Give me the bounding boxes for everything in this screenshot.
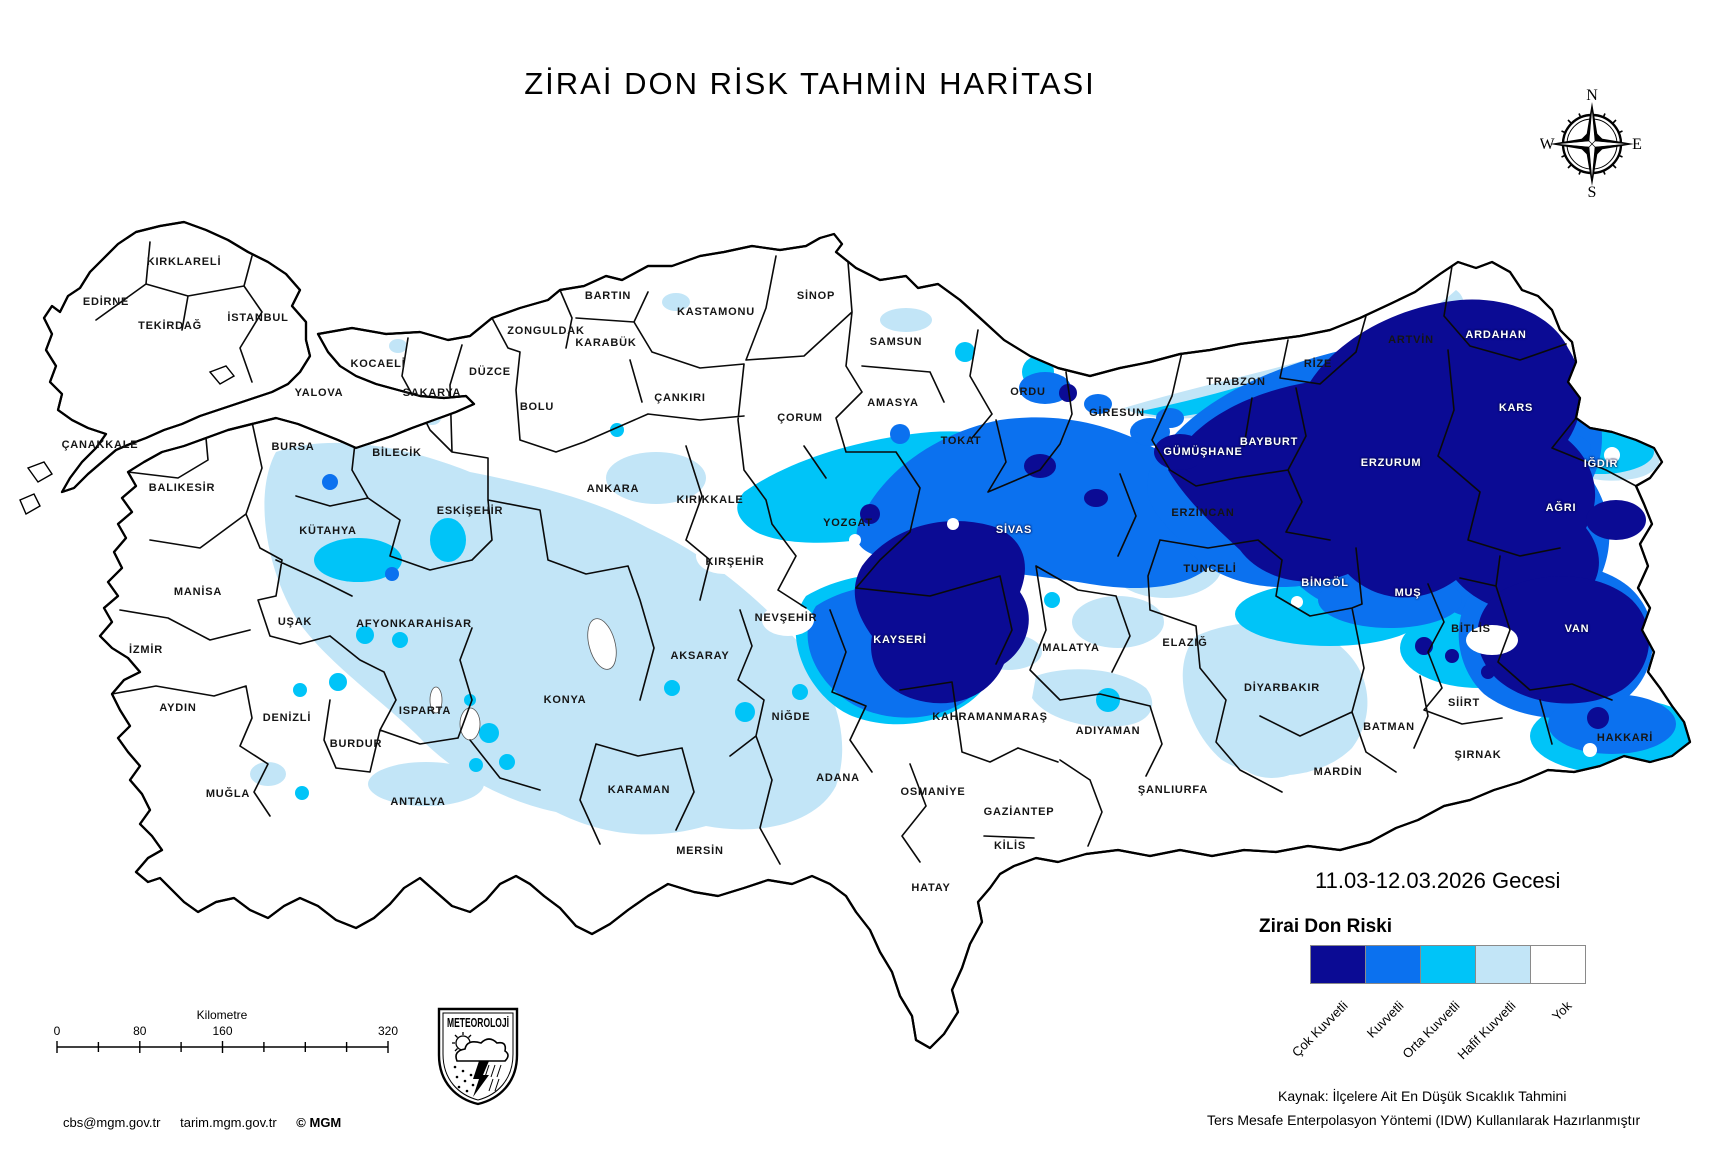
legend-labels: Çok Kuvvetli Kuvvetli Orta Kuvvetli Hafif K… [1289,998,1610,1078]
scalebar-unit-label: Kilometre [196,1008,248,1022]
compass-north-label: N [1586,87,1598,104]
legend-class-label: Yok [1548,998,1575,1024]
footer-email: cbs@mgm.gov.tr [63,1115,161,1130]
legend-title: Zirai Don Riski [1259,916,1393,937]
lake-van [1466,625,1518,655]
compass-west-label: W [1540,136,1555,153]
legend-swatch [1310,945,1366,984]
scalebar-tick-label: 160 [212,1024,233,1038]
footer: cbs@mgm.gov.tr tarim.mgm.gov.tr © MGM [63,1115,341,1130]
compass-south-label: S [1588,184,1597,198]
island [19,493,41,515]
legend-class-label: Orta Kuvvetli [1399,998,1463,1062]
coastline [42,220,1692,1050]
island [208,365,236,385]
footer-copyright: © MGM [296,1115,342,1130]
legend-swatches [1310,945,1586,984]
scalebar-tick-label: 80 [133,1024,147,1038]
legend-class-label: Kuvvetli [1363,998,1407,1041]
footer-website: tarim.mgm.gov.tr [180,1115,277,1130]
scalebar-tick-label: 0 [53,1024,61,1038]
forecast-date-label: 11.03-12.03.2026 Gecesi [1315,868,1561,893]
legend-swatch [1475,945,1531,984]
risk-layer-yok-holes [696,447,1620,757]
legend-swatch [1420,945,1476,984]
logo-cloud-icon [455,1038,509,1062]
lake-tuz [587,618,617,670]
legend-class-label: Hafif Kuvvetli [1454,998,1519,1063]
logo-snow-dots [453,1065,475,1093]
province-borders [95,241,1637,865]
lakes [429,618,617,741]
scalebar-tick-label: 320 [377,1024,399,1038]
compass-rose-icon: N W E S [1540,87,1642,198]
scalebar [56,1041,389,1053]
page-title: ZİRAİ DON RİSK TAHMİN HARİTASI [524,66,1096,101]
legend-swatch [1530,945,1586,984]
compass-east-label: E [1632,136,1642,153]
risk-layer-cok-kuvvetli [854,299,1650,729]
risk-layers [95,241,1690,865]
meteoroloji-logo: METEOROLOJİ [437,1007,519,1106]
legend-swatch [1365,945,1421,984]
scalebar-numbers: 0 80 160 320 [53,1024,398,1038]
island [26,461,53,483]
source-line-1: Kaynak: İlçelere Ait En Düşük Sıcaklık T… [1278,1088,1567,1104]
source-line-2: Ters Mesafe Enterpolasyon Yöntemi (IDW) … [1207,1112,1641,1128]
logo-text: METEOROLOJİ [447,1015,509,1030]
logo-lightning-icon [473,1061,489,1097]
lake-egirdir [429,686,443,714]
